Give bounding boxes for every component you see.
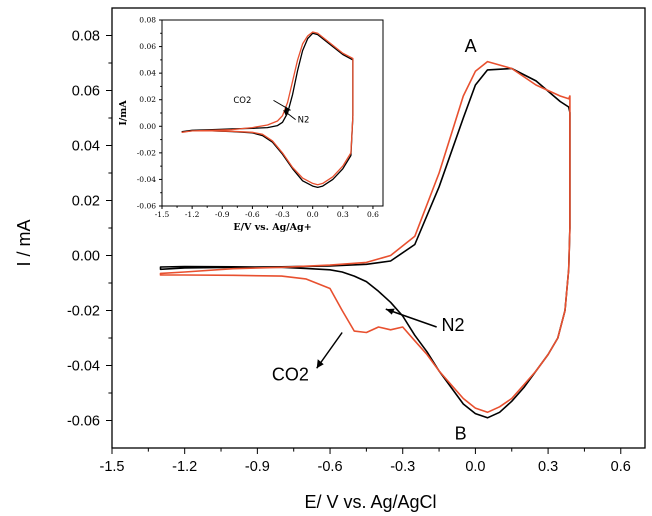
- inset-x-tick-label: 0.3: [337, 210, 349, 219]
- main-x-tick-label: 0.0: [465, 459, 485, 475]
- inset-x-tick-label: -1.5: [155, 210, 170, 219]
- main-x-tick-label: -0.6: [318, 459, 343, 475]
- main-x-tick-label: 0.6: [611, 459, 631, 475]
- inset-annotation-co2: CO2: [233, 96, 251, 106]
- inset-y-tick-label: 0.08: [139, 16, 156, 25]
- main-annotation-peak-a: A: [465, 36, 477, 56]
- main-y-tick-label: 0.04: [72, 139, 100, 155]
- inset-co2-arrowhead: [284, 106, 291, 112]
- main-x-tick-label: -1.2: [172, 459, 197, 475]
- inset-y-tick-label: -0.04: [137, 175, 156, 184]
- main-y-tick-label: 0.02: [72, 194, 100, 210]
- main-x-tick-label: -0.3: [390, 459, 415, 475]
- main-series-line-co2: [159, 60, 571, 414]
- inset-y-tick-label: -0.06: [137, 202, 156, 211]
- inset-n2-arrowhead: [283, 110, 289, 116]
- main-n2-arrowhead: [385, 308, 395, 315]
- inset-plot-frame: [161, 19, 384, 207]
- main-y-tick-label: -0.04: [67, 359, 100, 375]
- inset-x-tick-label: 0.6: [367, 210, 379, 219]
- inset-x-tick-label: -0.9: [215, 210, 230, 219]
- inset-x-tick-label: -1.2: [185, 210, 200, 219]
- main-x-tick-label: 0.3: [538, 459, 558, 475]
- main-y-axis-label: I / mA: [14, 219, 34, 266]
- inset-y-tick-label: 0.06: [139, 42, 156, 51]
- main-y-tick-label: -0.02: [67, 304, 100, 320]
- inset-y-tick-label: 0.00: [139, 122, 156, 131]
- inset-y-tick-label: -0.02: [137, 148, 156, 157]
- inset-y-tick-label: 0.04: [139, 69, 156, 78]
- main-annotation-co2: CO2: [272, 365, 309, 385]
- main-n2-arrow-line: [385, 308, 437, 328]
- main-y-tick-label: 0.00: [72, 249, 100, 265]
- inset-chart: -1.5 -1.2 -0.9 -0.6 -0.3 0.0 0.3 0.6 -0.06 -0.04 -…: [118, 16, 384, 233]
- inset-y-axis-label: I/mA: [118, 100, 129, 126]
- main-x-tick-label: -1.5: [100, 459, 125, 475]
- inset-x-tick-label: 0.0: [307, 210, 319, 219]
- inset-y-tick-label: 0.02: [139, 95, 156, 104]
- main-y-tick-label: 0.06: [72, 84, 100, 100]
- main-annotation-n2: N2: [441, 315, 464, 335]
- inset-series-line-n2: [181, 32, 354, 189]
- main-co2-arrowhead: [316, 359, 324, 369]
- main-x-axis-label: E/ V vs. Ag/AgCl: [304, 492, 436, 512]
- inset-x-axis-label: E/V vs. Ag/Ag+: [233, 222, 311, 233]
- main-y-tick-label: -0.06: [67, 414, 100, 430]
- inset-x-tick-label: -0.3: [275, 210, 290, 219]
- main-series-line-n2: [159, 67, 571, 419]
- main-y-tick-label: 0.08: [72, 29, 100, 45]
- inset-annotation-n2: N2: [298, 115, 310, 125]
- main-annotation-peak-b: B: [455, 424, 467, 444]
- inset-series-line-co2: [181, 31, 354, 186]
- inset-x-tick-label: -0.6: [245, 210, 260, 219]
- main-x-tick-label: -0.9: [245, 459, 270, 475]
